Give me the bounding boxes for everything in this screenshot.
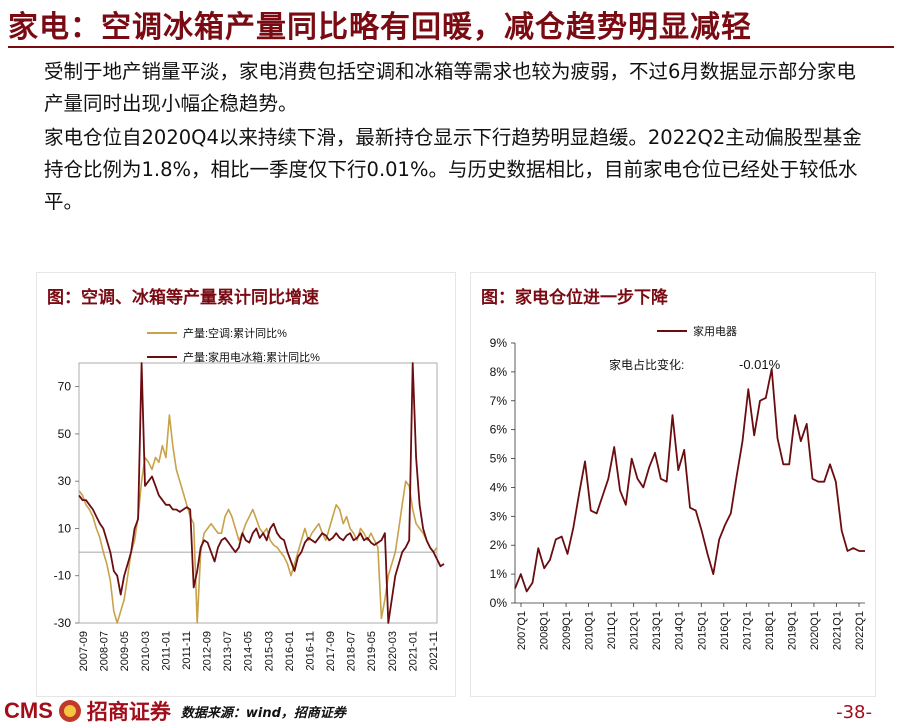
chart-production-growth: -30 -10 10 30 50 70 2007-09 2008-07 2009-05 2010-… [54, 326, 445, 671]
chart-panel-position: 图：家电仓位进一步下降 0% 1% 2% 3% 4% 5% 6% 7% 8% 9% 2007Q1 20… [470, 272, 876, 697]
x-tick-label: 2015Q1 [696, 611, 708, 650]
y-tick-label: 8% [490, 365, 508, 379]
x-tick-label: 2008-07 [99, 631, 111, 671]
x-tick-label: 2016Q1 [719, 611, 731, 650]
x-tick-label: 2016-01 [284, 631, 296, 671]
x-tick-label: 2021Q1 [831, 611, 843, 650]
slide-title: 家电：空调冰箱产量同比略有回暖，减仓趋势明显减轻 [8, 10, 752, 45]
x-tick-label: 2015-03 [263, 631, 275, 671]
paragraph-1: 受制于地产销量平淡，家电消费包括空调和冰箱等需求也较为疲弱，不过6月数据显示部分… [44, 60, 856, 115]
y-tick-label: 30 [58, 474, 72, 488]
chart-title-position: 图：家电仓位进一步下降 [481, 288, 668, 308]
series-line-appliance [514, 368, 865, 593]
y-tick-label: 50 [58, 427, 72, 441]
plot-frame [78, 362, 438, 624]
y-tick-label: 6% [490, 423, 508, 437]
series-line-1 [78, 362, 445, 624]
legend-label: 产量:家用电冰箱:累计同比% [183, 350, 320, 364]
legend-label: 家用电器 [693, 324, 737, 338]
x-tick-label: 2008Q1 [539, 611, 551, 650]
legend-label: 产量:空调:累计同比% [183, 326, 287, 340]
y-tick-label: 7% [490, 394, 508, 408]
x-tick-label: 2014-05 [243, 631, 255, 671]
x-tick-label: 2018-07 [346, 631, 358, 671]
x-tick-label: 2016-11 [304, 631, 316, 671]
annotation-value: -0.01% [739, 357, 781, 372]
x-tick-label: 2019-05 [366, 631, 378, 671]
x-tick-label: 2020Q1 [809, 611, 821, 650]
x-tick-label: 2013-07 [222, 631, 234, 671]
chart-panel-production: 图：空调、冰箱等产量累计同比增速 -30 -10 10 30 50 70 2007-09 20… [36, 272, 456, 697]
x-tick-label: 2011-01 [160, 631, 172, 671]
x-tick-label: 2017-09 [325, 631, 337, 671]
x-tick-label: 2021-01 [407, 631, 419, 671]
y-tick-label: 2% [490, 538, 508, 552]
brand-logo-icon [58, 700, 81, 722]
y-tick-label: 70 [58, 380, 72, 394]
brand-name: 招商证券 [86, 700, 171, 724]
series-line-0 [78, 414, 438, 624]
chart-appliance-position: 0% 1% 2% 3% 4% 5% 6% 7% 8% 9% 2007Q1 2008Q1 2009Q1 20… [490, 324, 866, 650]
x-tick-label: 2021-11 [428, 631, 440, 671]
x-tick-label: 2010Q1 [584, 611, 596, 650]
x-tick-label: 2011-11 [181, 631, 193, 670]
x-tick-label: 2018Q1 [764, 611, 776, 650]
y-tick-label: -30 [54, 616, 72, 630]
chart-title-production: 图：空调、冰箱等产量累计同比增速 [47, 288, 319, 308]
x-tick-label: 2013Q1 [651, 611, 663, 650]
x-tick-label: 2011Q1 [606, 611, 618, 649]
y-tick-label: 0% [490, 596, 508, 610]
x-tick-label: 2012Q1 [629, 611, 641, 650]
y-tick-label: 9% [490, 336, 508, 350]
x-tick-label: 2020-03 [387, 631, 399, 671]
paragraph-2: 家电仓位自2020Q4以来持续下滑，最新持仓显示下行趋势明显趋缓。2022Q2主… [44, 126, 862, 213]
x-tick-label: 2019Q1 [786, 611, 798, 650]
x-tick-label: 2022Q1 [854, 611, 866, 650]
y-tick-label: 1% [490, 567, 508, 581]
x-tick-label: 2014Q1 [674, 611, 686, 650]
x-tick-label: 2017Q1 [741, 611, 753, 650]
x-tick-label: 2007Q1 [516, 611, 528, 650]
x-tick-label: 2009Q1 [561, 611, 573, 650]
y-tick-label: 3% [490, 509, 508, 523]
y-tick-label: -10 [54, 569, 72, 583]
cms-logo-text: CMS [4, 698, 53, 723]
footer-brand: CMS 招商证券 数据来源：wind，招商证券 [4, 698, 346, 724]
page-number: -38- [836, 702, 872, 723]
data-source: 数据来源：wind，招商证券 [180, 705, 346, 721]
x-tick-label: 2010-03 [140, 631, 152, 671]
annotation-label: 家电占比变化: [609, 357, 684, 372]
x-tick-label: 2007-09 [78, 631, 90, 671]
y-tick-label: 5% [490, 452, 508, 466]
y-tick-label: 10 [58, 521, 72, 535]
y-tick-label: 4% [490, 480, 508, 494]
x-tick-label: 2012-09 [202, 631, 214, 671]
title-divider [8, 46, 894, 48]
x-tick-label: 2009-05 [119, 631, 131, 671]
